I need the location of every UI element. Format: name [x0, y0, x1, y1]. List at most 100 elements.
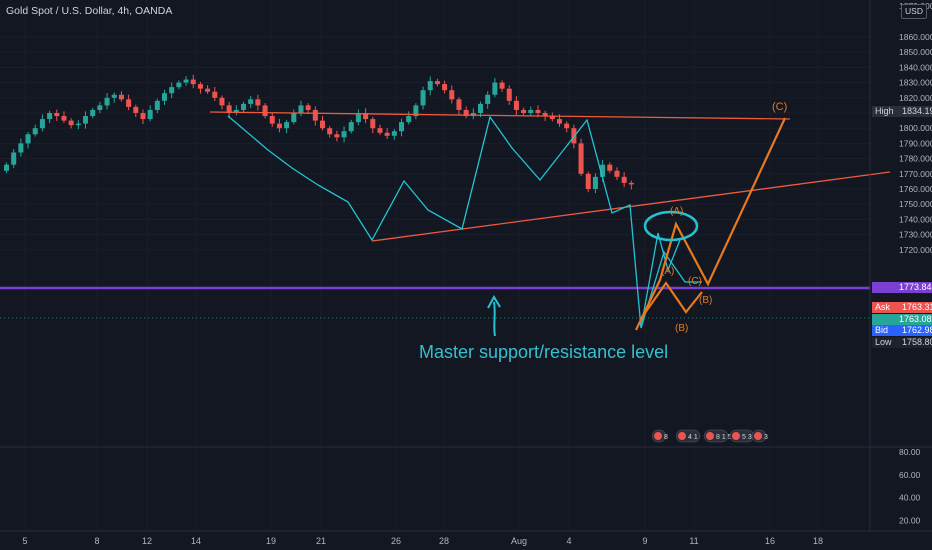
grid-lines	[0, 0, 870, 531]
candle-body	[456, 99, 462, 110]
candle-body	[255, 99, 261, 106]
candle-body	[197, 84, 203, 89]
candle-body	[18, 143, 24, 153]
wave-label-b-low: (B)	[675, 323, 688, 334]
candle-body	[190, 79, 196, 85]
candle-body	[61, 116, 67, 121]
candle-body	[499, 82, 505, 89]
event-markers[interactable]: 8 4 1 8 1 5 5 3 1 3	[651, 429, 768, 443]
candle-body	[363, 113, 369, 120]
candle-body	[384, 132, 390, 136]
time-tick-label: 18	[813, 536, 823, 546]
price-tick-label: 1840.000	[899, 62, 932, 72]
candle-body	[391, 131, 397, 136]
candle-body	[47, 113, 53, 120]
candle-body	[355, 113, 361, 123]
time-axis-ticks: 5 8 12 14 19 21 26 28 Aug 4 9 11 16 18	[22, 536, 823, 546]
cyan-wave-pattern[interactable]	[227, 115, 702, 329]
candle-body	[298, 105, 304, 113]
candle-body	[348, 122, 354, 132]
candle-body	[226, 105, 232, 113]
candle-body	[406, 116, 412, 123]
time-tick-label: 26	[391, 536, 401, 546]
candle-body	[413, 105, 419, 117]
candle-body	[434, 81, 440, 85]
candle-body	[4, 164, 10, 171]
time-tick-label: 28	[439, 536, 449, 546]
resistance-trendline[interactable]	[209, 111, 791, 120]
candle-body	[284, 122, 290, 129]
time-tick-label: 14	[191, 536, 201, 546]
price-tick-label: 1740.000	[899, 214, 932, 224]
candle-body	[449, 90, 455, 100]
candle-body	[154, 100, 160, 110]
candle-body	[614, 170, 620, 177]
event-flag-icon	[678, 432, 686, 440]
event-marker-label: 8 1 5	[716, 434, 732, 441]
candle-body	[341, 131, 347, 138]
candle-body	[442, 84, 448, 91]
candle-body	[600, 164, 606, 177]
candle-body	[370, 119, 376, 129]
indicator-tick-label: 60.00	[899, 470, 921, 480]
orange-wave-small[interactable]	[639, 281, 703, 321]
candle-body	[312, 109, 318, 121]
candle-body	[305, 105, 311, 110]
candle-body	[485, 94, 491, 104]
candle-body	[32, 128, 38, 135]
price-tick-label: 1790.000	[899, 138, 932, 148]
price-tick-label: 1780.000	[899, 154, 932, 164]
drawings[interactable]: Master support/resistance level (C) (A) …	[0, 101, 891, 362]
candle-body	[549, 116, 555, 120]
chart-title: Gold Spot / U.S. Dollar, 4h, OANDA	[6, 5, 173, 17]
event-flag-icon	[754, 432, 762, 440]
candle-body	[54, 113, 60, 117]
candle-body	[248, 99, 254, 104]
candle-body	[83, 116, 89, 124]
candle-body	[90, 109, 96, 117]
candle-body	[205, 88, 211, 92]
price-tick-label: 1830.000	[899, 78, 932, 88]
wave-label-a-circle: (A)	[670, 206, 683, 217]
indicator-tick-label: 80.00	[899, 447, 921, 457]
level-price-label: 1773.846	[872, 282, 932, 293]
candle-body	[68, 120, 74, 126]
candle-body	[592, 176, 598, 189]
candle-body	[334, 134, 340, 138]
price-tick-label: 1730.000	[899, 230, 932, 240]
price-tick-label: 1770.000	[899, 169, 932, 179]
candle-body	[628, 182, 634, 185]
candle-body	[140, 113, 146, 120]
orange-wave-projection[interactable]	[635, 117, 786, 331]
candle-body	[133, 106, 139, 113]
candle-body	[147, 109, 153, 120]
candle-body	[399, 122, 405, 132]
candle-body	[535, 109, 541, 113]
candle-body	[176, 82, 182, 88]
candle-body	[377, 128, 383, 133]
candle-body	[427, 81, 433, 91]
candle-body	[169, 87, 175, 94]
price-tick-label: 1750.000	[899, 199, 932, 209]
time-tick-label: 8	[94, 536, 99, 546]
rising-trendline[interactable]	[371, 171, 891, 242]
candle-body	[327, 128, 333, 135]
indicator-tick-label: 40.00	[899, 493, 921, 503]
time-tick-label: Aug	[511, 536, 527, 546]
price-axis-ticks: 1870.0001860.0001850.0001840.0001830.000…	[899, 1, 932, 255]
candle-body	[126, 99, 132, 107]
cyan-wave-small[interactable]	[640, 232, 681, 329]
candle-body	[262, 105, 268, 117]
candle-body	[276, 123, 282, 129]
event-flag-icon	[732, 432, 740, 440]
event-flag-icon	[654, 432, 662, 440]
wave-label-b-right: (B)	[699, 295, 712, 306]
candle-body	[219, 97, 225, 106]
currency-button[interactable]: USD	[901, 4, 927, 19]
target-circle[interactable]	[643, 210, 699, 242]
time-tick-label: 12	[142, 536, 152, 546]
wave-label-a-small: (A)	[661, 266, 674, 277]
